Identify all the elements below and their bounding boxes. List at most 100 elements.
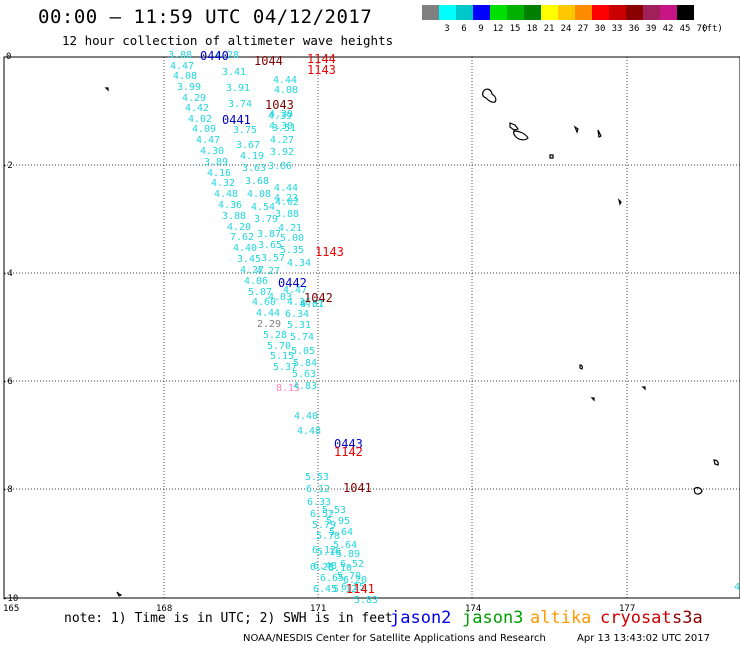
swh-value: 4.27 bbox=[270, 135, 295, 146]
swh-value: 4.51 bbox=[300, 299, 325, 310]
swh-value: 3.87 bbox=[257, 229, 282, 240]
island-outline bbox=[482, 88, 497, 103]
swh-value: 3.88 bbox=[275, 209, 300, 220]
swh-value: 6.34 bbox=[285, 309, 310, 320]
swh-value: 4.44 bbox=[273, 75, 298, 86]
swh-value: 3.88 bbox=[222, 211, 247, 222]
color-scale-unit: (ft) bbox=[701, 24, 723, 34]
legend-item-jason2: jason2 bbox=[390, 608, 452, 628]
island-outline bbox=[597, 129, 602, 138]
color-scale-label: 39 bbox=[645, 24, 657, 34]
color-scale-label: 42 bbox=[662, 24, 674, 34]
color-scale-label: 9 bbox=[478, 24, 484, 34]
swh-value: 4.02 bbox=[188, 114, 213, 125]
color-swatch bbox=[626, 5, 643, 20]
color-scale-label: 24 bbox=[560, 24, 572, 34]
color-scale-label: 30 bbox=[594, 24, 606, 34]
y-tick-label: 0 bbox=[6, 52, 11, 62]
swh-value: 6.12 bbox=[306, 484, 331, 495]
swh-value: 4.30 bbox=[200, 146, 225, 157]
swh-value: 4.60 bbox=[252, 297, 277, 308]
swh-value: 4.27 bbox=[240, 265, 265, 276]
color-swatch bbox=[439, 5, 456, 20]
swh-value: 5.63 bbox=[292, 369, 317, 380]
swh-value: 3.45 bbox=[237, 254, 262, 265]
legend-item-s3a: s3a bbox=[672, 608, 703, 628]
swh-value: 6.07 bbox=[300, 299, 325, 310]
color-swatch bbox=[507, 5, 524, 20]
swh-value: 5.79 bbox=[312, 520, 337, 531]
color-swatch bbox=[660, 5, 677, 20]
swh-value: 4.48 bbox=[297, 426, 322, 437]
swh-value: 5.31 bbox=[287, 320, 312, 331]
island-outline bbox=[513, 130, 529, 141]
island-outline bbox=[617, 198, 622, 206]
swh-value: 4.47 bbox=[170, 61, 195, 72]
y-tick-label: -6 bbox=[2, 377, 13, 387]
pass-label-cryosat: 1042 bbox=[304, 291, 333, 305]
island-outline bbox=[573, 125, 579, 134]
swh-value: 5.53 bbox=[305, 472, 330, 483]
island-outline bbox=[590, 397, 595, 402]
swh-value: 5.15 bbox=[270, 351, 295, 362]
color-scale-label: 33 bbox=[611, 24, 623, 34]
x-tick-label: 177 bbox=[619, 604, 635, 614]
swh-value: 8.15 bbox=[276, 383, 301, 394]
swh-value: 4.36 bbox=[287, 297, 312, 308]
swh-value: 4.09 bbox=[192, 124, 217, 135]
footer-timestamp: Apr 13 13:43:02 UTC 2017 bbox=[577, 633, 710, 644]
swh-value: 4.42 bbox=[185, 103, 210, 114]
swh-value: 3.41 bbox=[222, 67, 247, 78]
swh-value: 4.23 bbox=[274, 193, 299, 204]
swh-value: 7.62 bbox=[230, 232, 255, 243]
swh-value: 3.74 bbox=[228, 99, 253, 110]
pass-label-cryosat: 1043 bbox=[265, 98, 294, 112]
pass-label-cryosat: 1041 bbox=[343, 481, 372, 495]
swh-value: 4.48 bbox=[214, 189, 239, 200]
swh-value: 4.47 bbox=[283, 285, 308, 296]
swh-value: 4.36 bbox=[218, 200, 243, 211]
page-title: 00:00 – 11:59 UTC 04/12/2017 bbox=[38, 6, 373, 28]
x-tick-label: 168 bbox=[156, 604, 172, 614]
swh-value: 3.99 bbox=[177, 82, 202, 93]
color-scale-label: 3 bbox=[444, 24, 450, 34]
swh-value: 5.95 bbox=[326, 516, 351, 527]
color-scale-label: 36 bbox=[628, 24, 640, 34]
swh-value: 4.20 bbox=[227, 222, 252, 233]
swh-value: 3.65 bbox=[258, 240, 283, 251]
pass-label-jason2: 0441 bbox=[222, 113, 251, 127]
swh-value: 4.30 bbox=[269, 121, 294, 132]
pass-label-s3a: 1144 bbox=[307, 52, 336, 66]
color-scale-label: 6 bbox=[461, 24, 467, 34]
swh-value: 4.16 bbox=[207, 168, 232, 179]
swh-value: 2.29 bbox=[257, 319, 282, 330]
swh-value: 6.33 bbox=[307, 497, 332, 508]
swh-value: 4.32 bbox=[211, 178, 236, 189]
color-scale-label: 21 bbox=[543, 24, 555, 34]
swh-value: 6.52 bbox=[310, 509, 335, 520]
swh-value: 5.64 bbox=[329, 527, 354, 538]
swh-value: 5.05 bbox=[291, 346, 316, 357]
swh-value: 4.19 bbox=[240, 151, 265, 162]
swh-value: 5.16 bbox=[317, 547, 342, 558]
island-outline bbox=[509, 122, 520, 131]
swh-value: 5.37 bbox=[273, 362, 298, 373]
color-swatch bbox=[558, 5, 575, 20]
swh-value: 5.74 bbox=[290, 332, 315, 343]
swh-value: 4.21 bbox=[278, 223, 303, 234]
legend-item-jason3: jason3 bbox=[462, 608, 524, 628]
legend-item-altika: altika bbox=[530, 608, 592, 628]
color-swatch bbox=[524, 5, 541, 20]
pass-label-s3a: 1141 bbox=[346, 582, 375, 596]
color-swatch bbox=[677, 5, 694, 20]
color-scale-label: 15 bbox=[509, 24, 521, 34]
island-outline bbox=[549, 154, 554, 159]
swh-value: 3.51 bbox=[272, 123, 297, 134]
y-tick-label: -10 bbox=[2, 594, 18, 604]
y-tick-label: -4 bbox=[2, 269, 13, 279]
swh-value: 4.29 bbox=[182, 93, 207, 104]
swh-value: 3.57 bbox=[261, 253, 286, 264]
swh-value: 4.34 bbox=[287, 258, 312, 269]
y-tick-label: -2 bbox=[2, 161, 13, 171]
swh-value: 3.79 bbox=[254, 214, 279, 225]
